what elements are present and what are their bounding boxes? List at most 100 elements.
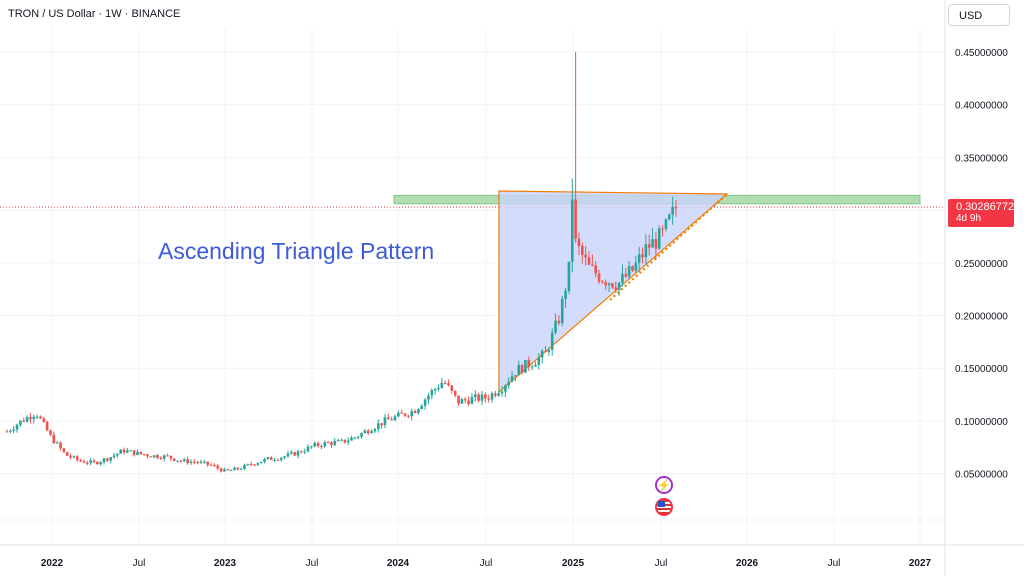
candle-body bbox=[39, 416, 42, 419]
candle-body bbox=[460, 399, 464, 404]
x-tick-label: 2024 bbox=[387, 558, 410, 569]
candle-body bbox=[336, 440, 340, 442]
candle-body bbox=[366, 430, 370, 434]
candle-body bbox=[647, 244, 651, 248]
candle-body bbox=[182, 459, 186, 462]
candle-body bbox=[25, 417, 29, 422]
candle-body bbox=[497, 393, 500, 396]
candle-body bbox=[517, 364, 521, 376]
y-tick-label: 0.45000000 bbox=[955, 48, 1008, 59]
candle-body bbox=[587, 257, 591, 265]
candle-body bbox=[119, 449, 123, 454]
candle-body bbox=[139, 451, 143, 455]
candle-body bbox=[654, 239, 658, 249]
candle-body bbox=[594, 265, 597, 274]
candle-body bbox=[266, 457, 270, 459]
candle-body bbox=[564, 290, 567, 299]
candle-body bbox=[403, 413, 407, 416]
x-tick-label: 2027 bbox=[909, 558, 932, 569]
candle-body bbox=[82, 461, 86, 463]
candle-body bbox=[370, 431, 373, 434]
candle-body bbox=[233, 467, 236, 471]
candle-body bbox=[199, 461, 203, 463]
x-tick-label: 2022 bbox=[41, 558, 64, 569]
candle-body bbox=[249, 464, 253, 466]
candle-body bbox=[279, 457, 283, 460]
candle-body bbox=[393, 416, 397, 421]
candle-body bbox=[400, 412, 403, 414]
candle-body bbox=[641, 254, 644, 258]
candle-body bbox=[152, 455, 156, 458]
candle-body bbox=[59, 442, 62, 449]
candle-body bbox=[303, 451, 306, 453]
candle-body bbox=[617, 282, 621, 290]
candle-body bbox=[246, 464, 250, 466]
candle-body bbox=[333, 440, 337, 445]
candle-body bbox=[457, 395, 460, 404]
candle-body bbox=[166, 455, 169, 457]
candle-body bbox=[236, 467, 240, 470]
candle-body bbox=[514, 375, 517, 377]
candle-body bbox=[604, 282, 608, 286]
candle-body bbox=[574, 199, 577, 239]
us-flag-icon[interactable] bbox=[655, 498, 673, 516]
candle-body bbox=[213, 465, 216, 467]
candle-body bbox=[102, 458, 106, 463]
ascending-triangle bbox=[498, 190, 729, 394]
candle-body bbox=[634, 262, 638, 271]
candle-body bbox=[557, 320, 561, 323]
candle-body bbox=[5, 431, 9, 433]
candle-body bbox=[350, 437, 353, 441]
candle-body bbox=[363, 430, 367, 434]
candle-body bbox=[631, 266, 634, 271]
candle-body bbox=[413, 411, 417, 413]
candle-body bbox=[9, 430, 12, 432]
candle-body bbox=[530, 366, 534, 368]
candle-body bbox=[667, 214, 671, 220]
candle-body bbox=[504, 385, 507, 392]
candle-body bbox=[96, 461, 99, 465]
candle-body bbox=[330, 442, 333, 445]
candle-body bbox=[387, 417, 390, 420]
y-tick-label: 0.40000000 bbox=[955, 101, 1008, 112]
candle-body bbox=[132, 450, 136, 455]
candle-body bbox=[323, 442, 327, 447]
candle-body bbox=[316, 443, 320, 446]
candle-body bbox=[651, 239, 654, 248]
candle-body bbox=[176, 460, 179, 462]
candle-body bbox=[614, 287, 618, 290]
x-tick-label: 2025 bbox=[562, 558, 585, 569]
candle-body bbox=[19, 420, 22, 425]
currency-selector[interactable]: USD bbox=[948, 4, 1010, 26]
candle-body bbox=[326, 442, 330, 444]
candle-body bbox=[62, 448, 66, 453]
candle-body bbox=[209, 464, 213, 466]
candle-body bbox=[156, 455, 159, 458]
y-tick-label: 0.20000000 bbox=[955, 312, 1008, 323]
candle-body bbox=[510, 376, 514, 382]
candle-body bbox=[671, 206, 674, 215]
candle-body bbox=[544, 350, 547, 353]
candle-body bbox=[584, 254, 587, 258]
candle-body bbox=[674, 206, 678, 209]
candle-body bbox=[373, 429, 377, 432]
candle-body bbox=[310, 446, 313, 448]
candle-body bbox=[239, 468, 243, 470]
candle-body bbox=[276, 459, 280, 461]
candle-body bbox=[383, 417, 387, 426]
candle-body bbox=[644, 244, 648, 258]
lightning-icon[interactable]: ⚡ bbox=[655, 476, 673, 494]
candle-body bbox=[193, 461, 196, 463]
support-trendline bbox=[609, 193, 728, 301]
candle-body bbox=[410, 411, 414, 417]
candle-body bbox=[172, 458, 176, 461]
candle-body bbox=[203, 461, 206, 463]
y-tick-label: 0.15000000 bbox=[955, 364, 1008, 375]
candle-body bbox=[420, 405, 424, 409]
candle-body bbox=[353, 437, 357, 439]
candle-body bbox=[380, 423, 383, 426]
candle-body bbox=[570, 199, 574, 262]
candle-body bbox=[447, 383, 450, 386]
candle-body bbox=[346, 440, 350, 443]
